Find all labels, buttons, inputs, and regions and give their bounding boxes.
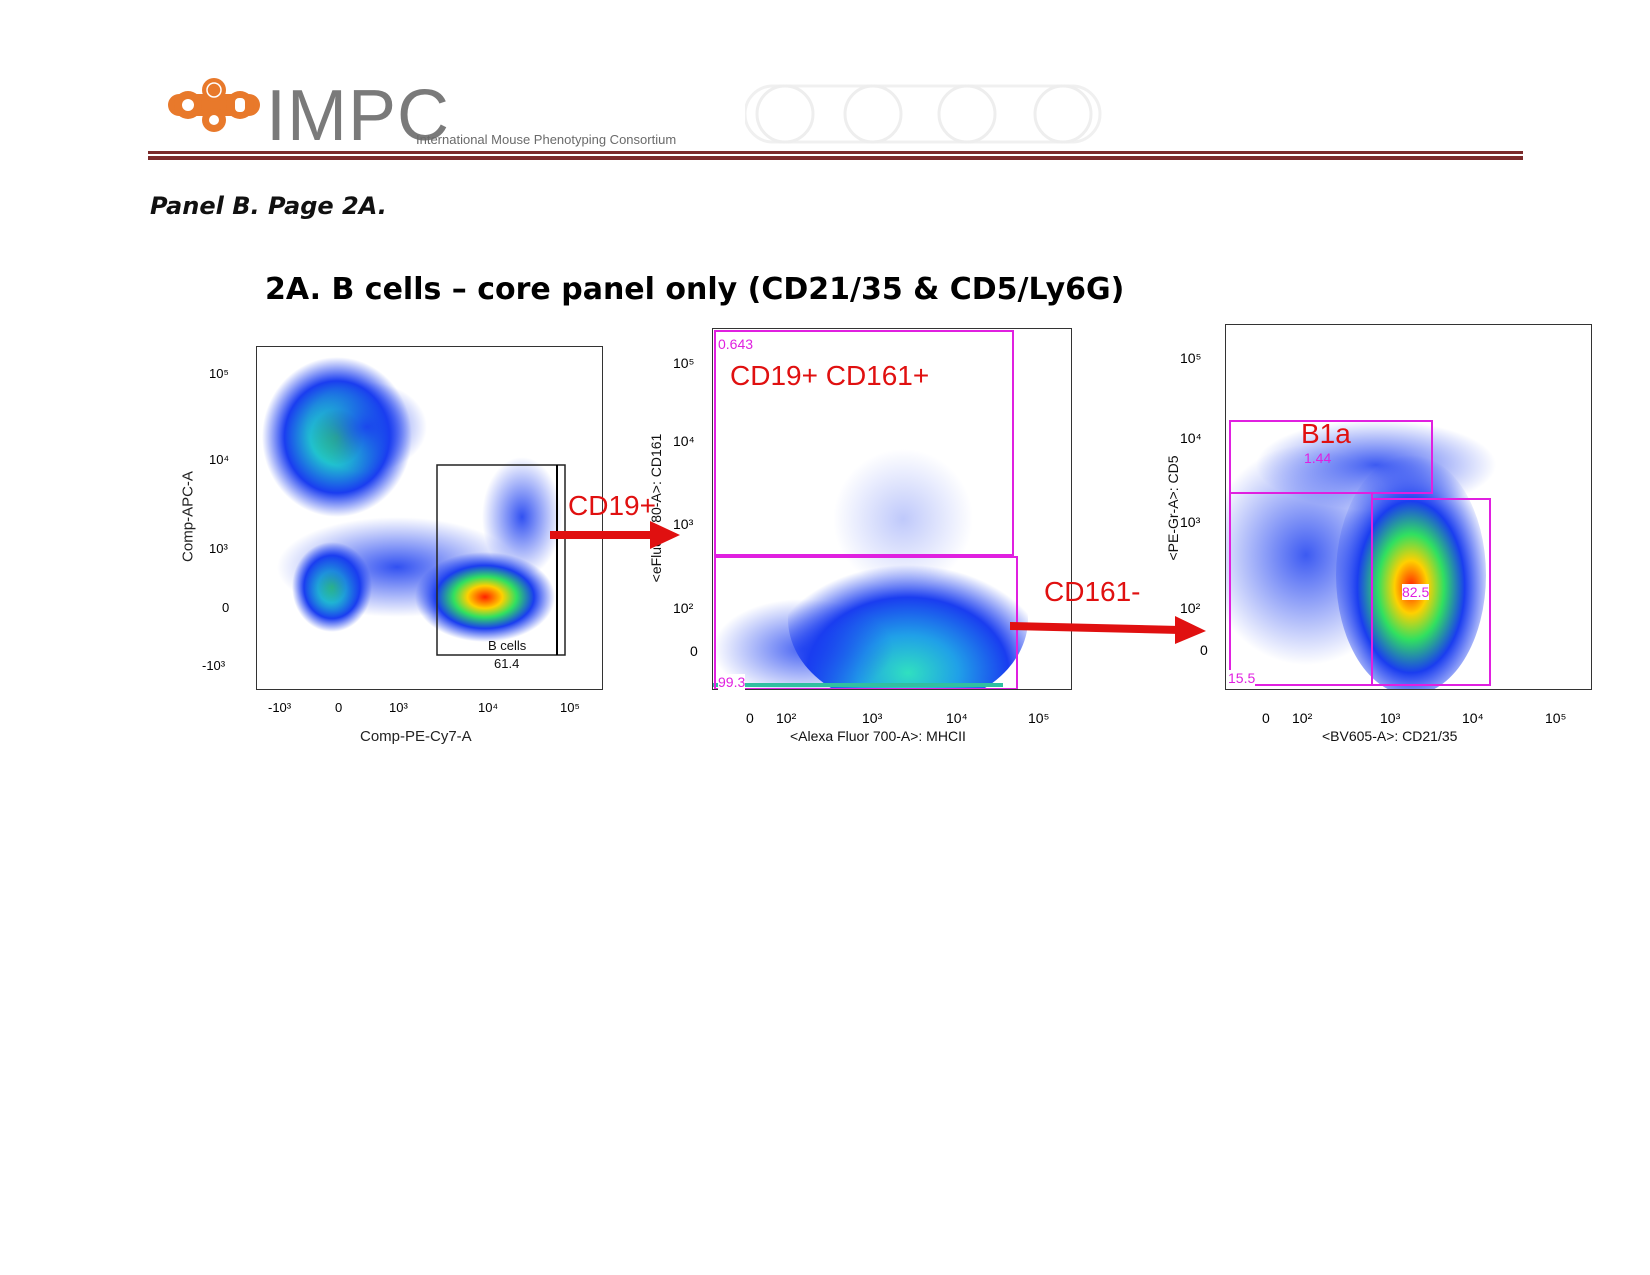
plot-1-ylabel: Comp-APC-A [179, 471, 197, 562]
arrow-2-icon [1010, 616, 1206, 644]
cd21-positive-gate [1371, 498, 1491, 686]
impc-logo: IMPC International Mouse Phenotyping Con… [168, 72, 728, 152]
plot-2-xlabel: <Alexa Fluor 700-A>: MHCII [790, 728, 966, 744]
plot-2-xtick: 0 [746, 710, 754, 726]
plot-2-ytick: 10⁵ [673, 355, 695, 371]
watermark-icons [745, 84, 1102, 144]
plot-1-area [256, 346, 603, 690]
cd161-positive-gate [714, 330, 1014, 556]
plot-3-ylabel: <PE-Gr-A>: CD5 [1165, 455, 1181, 561]
plot-3-xtick: 0 [1262, 710, 1270, 726]
arrow-2-label: CD161- [1044, 576, 1141, 607]
header-rule-bottom [148, 156, 1523, 160]
plot-3-ytick: 10³ [1180, 514, 1201, 530]
plot-2-ytick: 10³ [673, 516, 694, 532]
plot-1-xtick: 10⁵ [560, 700, 580, 715]
b1a-gate-label: B1a [1301, 418, 1351, 449]
plot-3-ytick: 10⁴ [1180, 430, 1202, 446]
plot-1-ytick: 10⁵ [209, 366, 229, 381]
plot-1-xtick: 10³ [389, 700, 408, 715]
plot-3-xtick: 10² [1292, 710, 1313, 726]
gate-value-993: 99.3 [718, 674, 746, 690]
plot-3-xtick: 10³ [1380, 710, 1401, 726]
logo-wordmark: IMPC [266, 76, 450, 156]
gate-value-0643: 0.643 [718, 336, 754, 352]
plot-3-ytick: 0 [1200, 642, 1208, 658]
logo-subtitle: International Mouse Phenotyping Consorti… [416, 132, 677, 147]
plot-3-xtick: 10⁴ [1462, 710, 1484, 726]
plot-2-xtick: 10⁵ [1028, 710, 1050, 726]
b-cells-gate-value: 61.4 [494, 656, 520, 671]
plot-1-xlabel: Comp-PE-Cy7-A [360, 728, 472, 745]
plot-1-xtick: -10³ [268, 700, 292, 715]
b1a-gate-value: 1.44 [1304, 450, 1332, 466]
cd19-cd161-annotation: CD19+ CD161+ [730, 360, 930, 391]
section-title: 2A. B cells – core panel only (CD21/35 &… [265, 272, 1125, 307]
header-rule-top [148, 151, 1523, 154]
plot-3-ytick: 10⁵ [1180, 350, 1202, 366]
b-cells-gate-label: B cells [488, 638, 527, 653]
arrow-1-label: CD19+ [568, 490, 656, 521]
gate-value-825: 82.5 [1402, 584, 1430, 600]
plot-2-ytick: 10² [673, 600, 694, 616]
plot-1-ytick: 10⁴ [209, 452, 230, 467]
b-cells-gate [436, 464, 566, 656]
plot-2-xtick: 10² [776, 710, 797, 726]
plot-1-ytick: 10³ [209, 541, 228, 556]
plot-1-xtick: 10⁴ [478, 700, 499, 715]
plot-3-density [1226, 420, 1496, 689]
plot-1-ytick: 0 [222, 600, 230, 615]
plot-2-ytick: 10⁴ [673, 433, 695, 449]
gate-value-155: 15.5 [1228, 670, 1256, 686]
page-label: Panel B. Page 2A. [150, 192, 387, 220]
plot-3-xlabel: <BV605-A>: CD21/35 [1322, 728, 1458, 744]
plot-2-xtick: 10⁴ [946, 710, 968, 726]
plot-1-ytick: -10³ [202, 658, 226, 673]
plot-3-area [1225, 324, 1592, 690]
plot-3-xtick: 10⁵ [1545, 710, 1567, 726]
plot-1-density [262, 357, 566, 656]
plot-2-density [713, 330, 1028, 689]
arrow-1-icon [550, 521, 680, 549]
impc-logo-icon [168, 78, 260, 132]
plot-2-ytick: 0 [690, 643, 698, 659]
plot-1-xtick: 0 [335, 700, 343, 715]
plot-2-xtick: 10³ [862, 710, 883, 726]
plot-3-ytick: 10² [1180, 600, 1201, 616]
